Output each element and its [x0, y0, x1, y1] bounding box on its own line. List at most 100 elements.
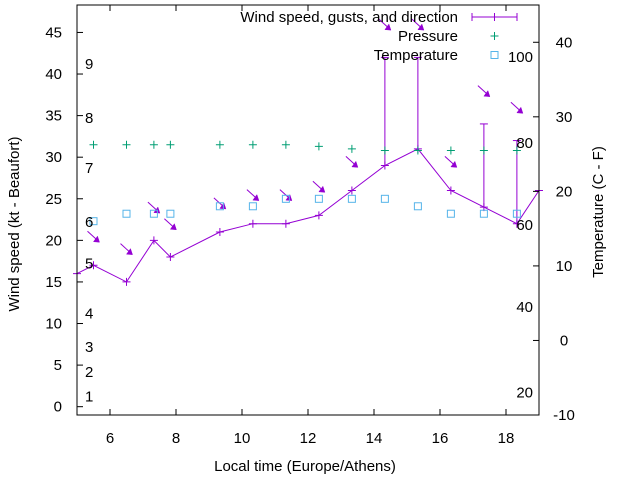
pressure-point [89, 140, 98, 149]
x-tick-label: 12 [300, 430, 317, 447]
beaufort-label: 1 [85, 389, 93, 406]
beaufort-label: 6 [85, 214, 93, 231]
y-tick-label: 10 [45, 316, 62, 333]
beaufort-label: 5 [85, 256, 93, 273]
y-tick-label: 0 [54, 399, 62, 416]
x-axis-label: Local time (Europe/Athens) [214, 458, 396, 475]
temperature-point [281, 194, 290, 203]
wind-speed-point [215, 228, 224, 237]
legend-pressure-marker [490, 32, 499, 40]
beaufort-label: 7 [85, 160, 93, 177]
pressure-point [380, 146, 389, 155]
plot-area [73, 18, 543, 286]
temperature-point [166, 209, 175, 218]
wind-direction-arrow [345, 155, 359, 168]
wind-speed-line [76, 148, 540, 283]
wind-direction-arrow [164, 218, 177, 231]
wind-direction-arrow [213, 197, 227, 210]
temperature-point [512, 209, 521, 218]
temperature-point [413, 202, 422, 211]
y2-tick-label: 0 [560, 332, 568, 349]
wind-direction-arrow [246, 189, 260, 201]
y2-tick-label: -10 [553, 407, 575, 424]
fahrenheit-label: 80 [516, 135, 533, 152]
legend-label: Pressure [398, 28, 458, 45]
temperature-point [347, 194, 356, 203]
temperature-point [314, 194, 323, 203]
temperature-point [446, 209, 455, 218]
y-tick-label: 40 [45, 66, 62, 83]
wind-direction-arrow [147, 201, 161, 214]
beaufort-label: 9 [85, 56, 93, 73]
x-tick-label: 10 [234, 430, 251, 447]
wind-speed-point [347, 186, 356, 195]
y-tick-label: 5 [54, 357, 62, 374]
fahrenheit-label: 100 [508, 49, 533, 66]
wind-speed-point [314, 211, 323, 220]
arrow-head [252, 194, 260, 201]
arrow-head [483, 90, 491, 97]
pressure-point [149, 140, 158, 149]
wind-speed-point [446, 186, 455, 195]
legend-wind-marker [471, 13, 518, 21]
wind-speed-point [166, 252, 175, 261]
arrow-head [384, 23, 392, 31]
y2-tick-label: 30 [556, 109, 573, 126]
x-tick-label: 18 [498, 430, 515, 447]
pressure-point [479, 146, 488, 155]
beaufort-label: 2 [85, 364, 93, 381]
x-tick-label: 8 [172, 430, 180, 447]
plot-frame [76, 4, 540, 416]
y2-tick-label: 10 [556, 258, 573, 275]
temperature-point [89, 217, 98, 226]
wind-direction-arrow [411, 18, 425, 31]
pressure-point [314, 142, 323, 151]
y-tick-label: 35 [45, 108, 62, 125]
x-tick-label: 6 [106, 430, 114, 447]
y-tick-label: 15 [45, 274, 62, 291]
temperature-point [215, 202, 224, 211]
y-axis-label: Wind speed (kt - Beaufort) [6, 136, 23, 311]
fahrenheit-label: 60 [516, 217, 533, 234]
wind-speed-point [248, 219, 257, 228]
wind-direction-arrow [312, 180, 326, 193]
pressure-point [512, 146, 521, 155]
x-tick-label: 16 [432, 430, 449, 447]
beaufort-label: 8 [85, 110, 93, 127]
temperature-point [380, 194, 389, 203]
legend-temperature-marker [490, 51, 499, 59]
pressure-point [413, 146, 422, 155]
beaufort-label: 4 [85, 306, 93, 323]
arrow-head [318, 185, 326, 193]
wind-speed-point [89, 261, 98, 270]
beaufort-scale: 1 2 3 4 5 6 7 8 9 [85, 56, 93, 406]
pressure-point [281, 140, 290, 149]
arrow-head [450, 160, 458, 168]
arrow-head [516, 106, 524, 114]
temperature-point [122, 209, 131, 218]
pressure-point [122, 140, 131, 149]
axes: 6 8 10 12 14 16 18051015202530354045-100102030… [45, 4, 575, 447]
fahrenheit-scale: 20 40 60 80 100 [508, 49, 533, 401]
arrow-head [417, 23, 425, 31]
y-tick-label: 20 [45, 232, 62, 249]
beaufort-label: 3 [85, 339, 93, 356]
fahrenheit-label: 20 [516, 385, 533, 402]
wind-direction-arrow [120, 243, 133, 255]
wind-direction-arrow [87, 230, 100, 243]
y2-axis-label: Temperature (C - F) [590, 146, 607, 278]
wind-speed-point [122, 277, 131, 286]
y2-tick-label: 40 [556, 34, 573, 51]
temperature-point [149, 209, 158, 218]
wind-direction-arrow [510, 101, 524, 114]
legend-label: Temperature [374, 47, 458, 64]
pressure-point [215, 140, 224, 149]
arrow-head [169, 223, 177, 231]
x-tick-label: 14 [366, 430, 383, 447]
temperature-point [248, 202, 257, 211]
y-tick-label: 45 [45, 24, 62, 41]
arrow-head [351, 160, 359, 168]
fahrenheit-label: 40 [516, 299, 533, 316]
arrow-head [93, 235, 100, 243]
